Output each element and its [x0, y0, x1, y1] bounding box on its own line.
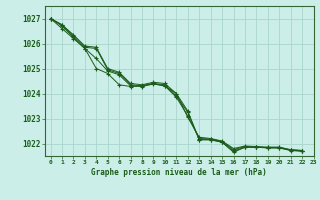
X-axis label: Graphe pression niveau de la mer (hPa): Graphe pression niveau de la mer (hPa)	[91, 168, 267, 177]
